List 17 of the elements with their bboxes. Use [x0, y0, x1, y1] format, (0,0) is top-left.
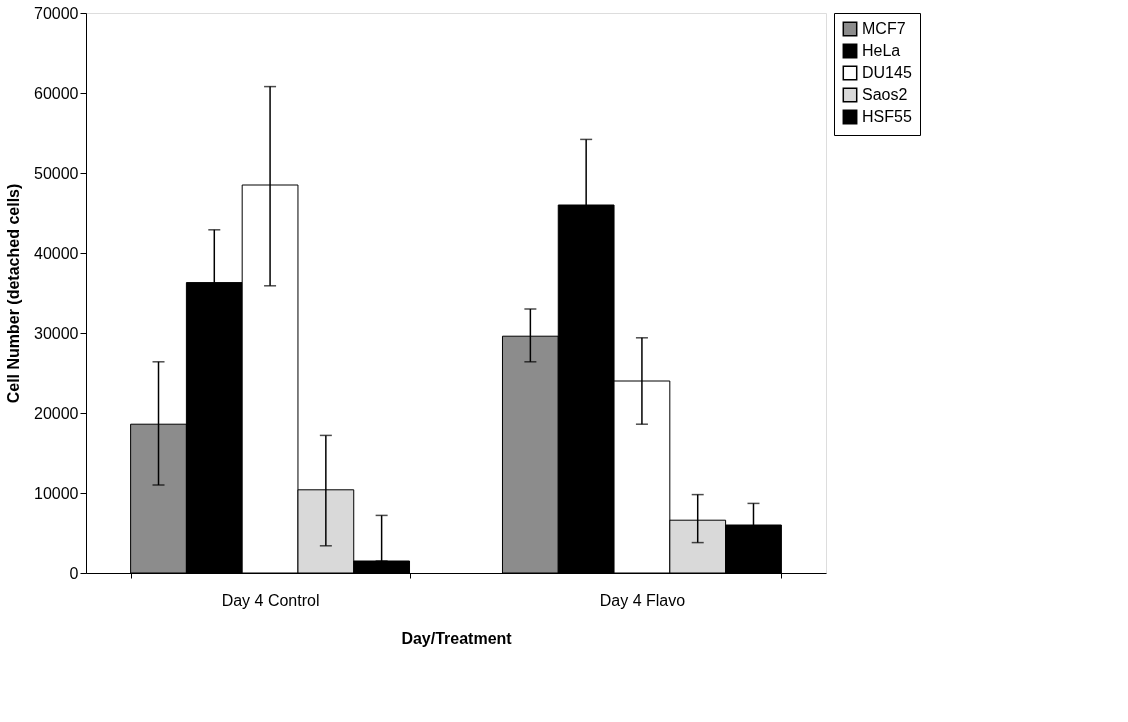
legend-label: DU145: [862, 64, 912, 81]
x-axis-title: Day/Treatment: [401, 629, 513, 647]
legend-label: HSF55: [862, 108, 912, 125]
y-axis-title: Cell Number (detached cells): [5, 183, 23, 404]
legend-label: MCF7: [862, 20, 906, 37]
y-tick-label: 20000: [34, 404, 79, 422]
legend-label: HeLa: [862, 42, 901, 59]
y-tick-label: 60000: [34, 84, 79, 102]
y-tick-label: 40000: [34, 244, 79, 262]
y-tick-label: 0: [69, 564, 79, 582]
x-tick-label: Day 4 Control: [221, 591, 320, 609]
y-tick-label: 10000: [34, 484, 79, 502]
legend-label: Saos2: [862, 86, 908, 103]
y-tick-label: 50000: [34, 164, 79, 182]
y-tick-label: 70000: [34, 4, 79, 22]
y-tick-label: 30000: [34, 324, 79, 342]
x-tick-label: Day 4 Flavo: [599, 591, 686, 609]
